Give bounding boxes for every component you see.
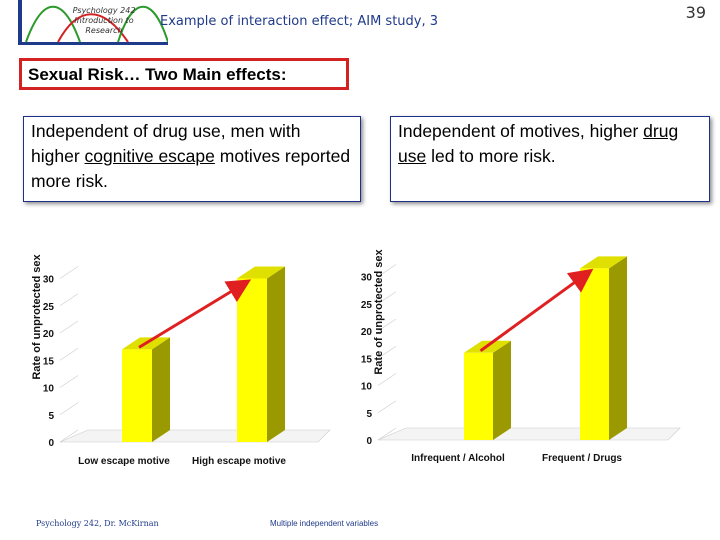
y-tick-label: 25 — [43, 302, 55, 313]
grid-line — [59, 320, 79, 334]
bar-side — [493, 340, 511, 440]
chart-floor — [59, 429, 331, 443]
chart-drug-use: 0 5 10 15 20 25 30 Rate of unprotected sex Infre… — [361, 248, 681, 464]
y-tick-label: 10 — [43, 384, 55, 395]
trend-arrow — [479, 268, 594, 353]
bar-0 — [464, 352, 493, 440]
bar-side — [267, 266, 285, 442]
chart-floor — [377, 427, 681, 441]
right-text-underlined: drug use — [398, 121, 679, 166]
grid-line — [377, 346, 397, 359]
bar-1 — [580, 268, 609, 440]
grid-line — [59, 293, 79, 306]
grid-line — [59, 402, 79, 415]
y-tick-label: 15 — [43, 356, 55, 367]
y-tick-label: 20 — [43, 329, 55, 340]
category-label: Infrequent / Alcohol — [411, 453, 505, 464]
category-label: Low escape motive — [78, 456, 170, 467]
left-text-underlined: cognitive escape — [84, 146, 215, 166]
y-tick-label: 25 — [361, 300, 373, 311]
grid-line — [377, 427, 397, 441]
y-tick-label: 15 — [361, 354, 373, 365]
grid-line — [59, 348, 79, 361]
y-tick-label: 30 — [43, 275, 55, 286]
category-label: Frequent / Drugs — [542, 453, 622, 464]
grid-line — [377, 264, 397, 277]
footer-topic: Multiple independent variables — [270, 519, 379, 528]
logo-text: Psychology 242 Introduction to Research — [72, 6, 136, 35]
y-tick-label: 20 — [361, 327, 373, 338]
grid-line — [377, 373, 397, 386]
slide-heading: Sexual Risk… Two Main effects: — [19, 58, 349, 90]
bar-1 — [237, 278, 267, 442]
right-explanation-box: Independent of motives, higher drug use … — [390, 116, 710, 202]
trend-arrow — [138, 279, 252, 349]
y-tick-label: 5 — [366, 409, 372, 420]
left-explanation-box: Independent of drug use, men with higher… — [23, 116, 361, 202]
category-label: High escape motive — [192, 456, 286, 467]
footer-author: Psychology 242, Dr. McKirnan — [36, 519, 159, 528]
grid-line — [377, 400, 397, 413]
grid-line — [59, 429, 79, 443]
grid-line — [59, 266, 79, 279]
logo-graphic — [18, 0, 168, 45]
left-text-after: motives reported more risk. — [31, 146, 351, 191]
y-tick-label: 30 — [361, 273, 373, 284]
y-tick-label: 5 — [48, 411, 54, 422]
course-logo: Psychology 242 Introduction to Research — [18, 0, 168, 46]
bar-top — [580, 256, 627, 269]
y-tick-label: 0 — [366, 436, 372, 447]
slide-header-title: Example of interaction effect; AIM study… — [160, 14, 439, 29]
y-tick-label: 0 — [48, 438, 54, 449]
y-axis-label: Rate of unprotected sex — [373, 248, 385, 374]
right-text-before: Independent of motives, higher — [398, 121, 644, 141]
y-tick-label: 10 — [361, 382, 373, 393]
bar-side — [609, 256, 627, 440]
bar-0 — [122, 349, 152, 442]
y-axis-label: Rate of unprotected sex — [31, 253, 43, 379]
right-text-after: led to more risk. — [426, 146, 556, 166]
grid-line — [377, 318, 397, 332]
grid-line — [377, 291, 397, 304]
left-text-before: Independent of drug use, men with higher — [31, 121, 301, 166]
page-number: 39 — [685, 3, 706, 22]
bar-side — [152, 337, 170, 442]
bar-top — [237, 266, 285, 279]
grid-line — [59, 375, 79, 388]
